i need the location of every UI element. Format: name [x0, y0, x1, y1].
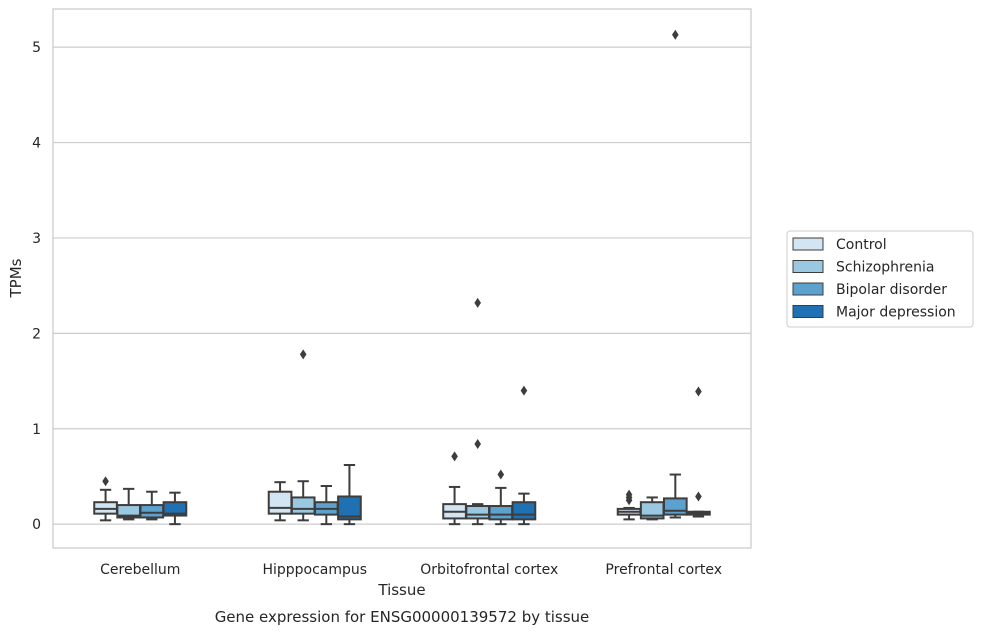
box-control-3 — [616, 489, 642, 521]
gridlines — [53, 46, 751, 525]
outlier-point-1 — [474, 297, 481, 308]
box-body — [465, 505, 491, 520]
outlier-point-0 — [474, 439, 481, 450]
y-tick-label-0: 0 — [32, 517, 41, 533]
box-major-depression-2 — [511, 385, 537, 526]
box-body — [488, 505, 514, 521]
legend-swatch-bipolar-disorder — [792, 282, 824, 296]
outlier-point-0 — [102, 476, 109, 487]
legend-label-bipolar-disorder: Bipolar disorder — [836, 282, 947, 298]
outlier-point-0 — [451, 451, 458, 462]
y-tick-label-5: 5 — [32, 40, 41, 56]
box-schizophrenia-2 — [465, 297, 491, 526]
y-tick-label-3: 3 — [32, 231, 41, 247]
box-schizophrenia-1 — [290, 349, 316, 522]
x-axis-label: Tissue — [377, 581, 425, 599]
legend-swatch-schizophrenia — [792, 260, 824, 273]
box-control-2 — [442, 451, 467, 526]
box-major-depression-1 — [337, 464, 362, 526]
box-body — [267, 490, 293, 515]
boxes-layer — [93, 29, 711, 526]
box-body — [337, 495, 362, 521]
box-control-0 — [93, 476, 118, 522]
legend-swatch-control — [792, 237, 824, 251]
outlier-point-1 — [695, 386, 702, 397]
legend-swatch-major-depression — [792, 305, 824, 318]
box-bipolar-disorder-3 — [662, 29, 688, 519]
box-body — [662, 497, 688, 516]
outlier-point-0 — [695, 491, 702, 502]
y-tick-labels: 0 1 2 3 4 5 — [32, 40, 41, 533]
y-tick-label-2: 2 — [32, 326, 41, 342]
box-body — [162, 501, 188, 517]
plot-area — [52, 8, 752, 549]
box-body — [511, 501, 537, 521]
y-tick-label-4: 4 — [32, 136, 41, 152]
legend-label-control: Control — [836, 237, 887, 253]
box-control-1 — [267, 481, 293, 522]
x-tick-label-cerebellum: Cerebellum — [100, 562, 180, 578]
outlier-point-0 — [497, 469, 505, 480]
outlier-point-0 — [299, 349, 307, 360]
chart-title: Gene expression for ENSG00000139572 by t… — [215, 608, 590, 626]
legend: Control Schizophrenia Bipolar disorder Majo… — [786, 230, 974, 328]
legend-frame — [786, 230, 974, 328]
outlier-point-0 — [520, 385, 528, 396]
legend-label-schizophrenia: Schizophrenia — [836, 260, 934, 276]
x-tick-label-prefrontal-cortex: Prefrontal cortex — [605, 562, 722, 578]
y-axis-label: TPMs — [7, 258, 25, 298]
box-major-depression-0 — [162, 491, 188, 526]
x-tick-label-orbitofrontal-cortex: Orbitofrontal cortex — [420, 562, 558, 578]
box-body — [290, 496, 316, 515]
legend-label-major-depression: Major depression — [836, 305, 956, 321]
box-body — [139, 504, 165, 519]
x-tick-label-hipppocampus: Hipppocampus — [262, 562, 367, 578]
outlier-point-2 — [625, 489, 633, 500]
y-tick-label-1: 1 — [32, 422, 41, 438]
x-tick-labels: Cerebellum Hipppocampus Orbitofrontal cort… — [100, 562, 722, 578]
box-major-depression-3 — [686, 386, 711, 518]
box-bipolar-disorder-0 — [139, 490, 165, 521]
outlier-point-0 — [672, 29, 679, 40]
